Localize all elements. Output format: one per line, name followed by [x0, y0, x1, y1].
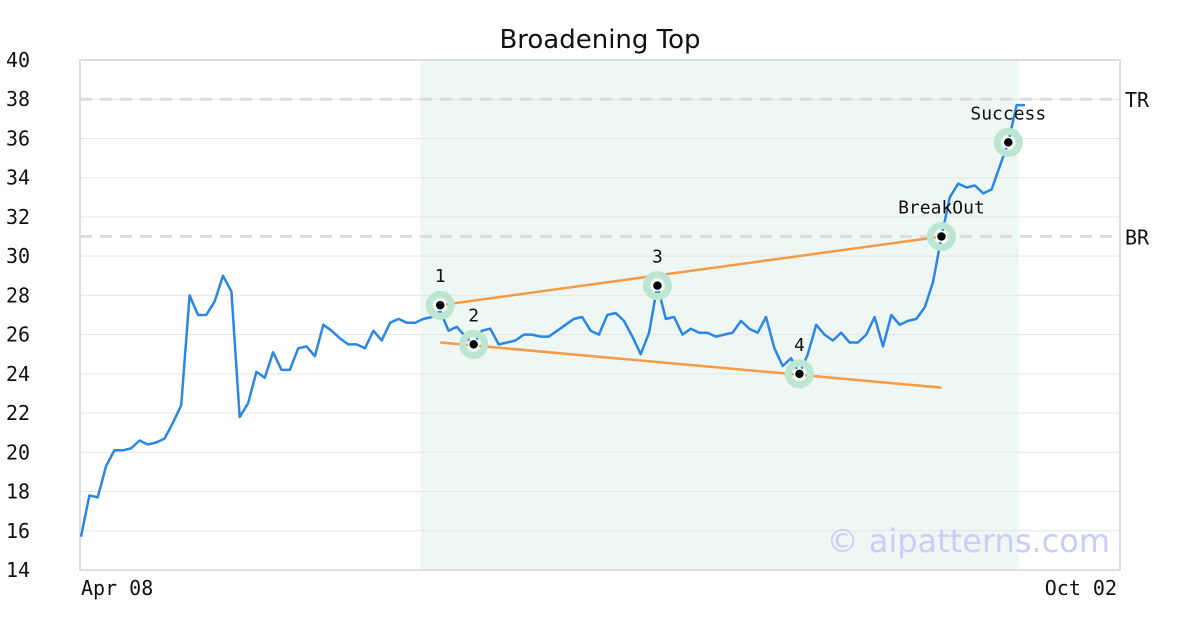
pattern-point-label: Success	[970, 103, 1046, 124]
pattern-point	[467, 338, 480, 351]
trendline	[440, 235, 942, 307]
watermark: © aipatterns.com	[827, 522, 1110, 560]
pattern-point	[651, 279, 664, 292]
pattern-point-halo	[993, 127, 1023, 157]
pattern-point	[793, 368, 806, 380]
pattern-point-halo	[784, 359, 814, 389]
pattern-point-label: 3	[652, 247, 663, 268]
price-line-layer	[79, 103, 1025, 537]
pattern-point-halo	[926, 222, 956, 252]
pattern-point	[1002, 136, 1015, 149]
pattern-point	[434, 299, 446, 311]
y-tick-label: 26	[6, 323, 30, 347]
trendlines-layer	[440, 235, 942, 389]
pattern-zone	[420, 60, 1019, 570]
y-tick-label: 24	[6, 362, 30, 386]
y-tick-label: 14	[6, 558, 30, 582]
pattern-points-layer: 1 2 3 4 BreakOut Success	[425, 103, 1046, 389]
y-tick-label: 16	[6, 519, 30, 543]
pattern-point-halo	[642, 271, 672, 301]
pattern-zone-layer	[420, 60, 1019, 570]
chart-title: Broadening Top	[499, 25, 700, 55]
plot-frame	[79, 59, 1121, 571]
y-tick-label: 34	[6, 166, 30, 190]
reference-line-label: BR	[1125, 226, 1150, 250]
pattern-point-label: 2	[468, 305, 479, 326]
y-tick-label: 22	[6, 401, 30, 425]
pattern-point	[935, 230, 948, 243]
pattern-point-label: 4	[794, 335, 805, 356]
pattern-point-halo	[459, 329, 489, 359]
trendline	[440, 341, 942, 389]
y-tick-label: 38	[6, 87, 30, 111]
y-tick-label: 20	[6, 440, 30, 464]
y-tick-label: 30	[6, 244, 30, 268]
y-tick-label: 40	[6, 48, 30, 72]
y-tick-label: 18	[6, 480, 30, 504]
y-tick-label: 32	[6, 205, 30, 229]
x-tick-label: Apr 08	[81, 576, 153, 600]
x-tick-label: Oct 02	[1045, 576, 1117, 600]
y-tick-label: 36	[6, 126, 30, 150]
pattern-point-label: 1	[435, 266, 446, 287]
price-series-line	[79, 103, 1025, 537]
pattern-point-halo	[425, 290, 455, 320]
y-tick-label: 28	[6, 283, 30, 307]
pattern-point-label: BreakOut	[898, 198, 985, 219]
reference-line-label: TR	[1125, 88, 1150, 112]
